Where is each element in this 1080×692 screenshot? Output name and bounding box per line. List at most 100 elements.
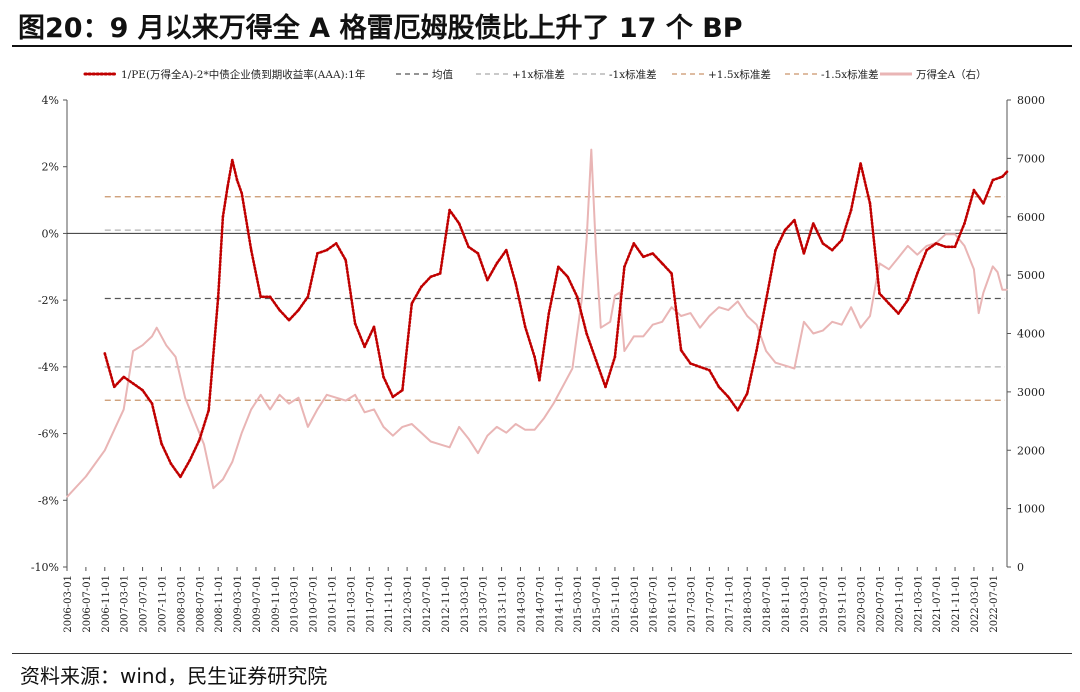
wind-all-a-point xyxy=(316,408,318,410)
x-tick-label: 2013-11-01 xyxy=(498,575,509,633)
stock-bond-ratio-point xyxy=(708,368,711,372)
x-tick-label: 2010-03-01 xyxy=(290,575,301,633)
wind-all-a-point xyxy=(774,362,777,364)
x-tick-label: 2011-11-01 xyxy=(384,575,395,633)
stock-bond-ratio-point xyxy=(235,178,239,182)
stock-bond-ratio-point xyxy=(802,252,806,255)
stock-bond-ratio-point xyxy=(240,192,244,195)
stock-bond-ratio-point xyxy=(372,325,376,329)
stock-bond-ratio-point xyxy=(382,375,385,379)
wind-all-a-point xyxy=(689,312,692,314)
x-tick-label: 2016-11-01 xyxy=(668,575,679,633)
x-tick-label: 2018-03-01 xyxy=(743,575,754,633)
wind-all-a-point xyxy=(595,251,597,253)
wind-all-a-point xyxy=(193,420,196,422)
stock-bond-ratio-point xyxy=(953,245,957,249)
wind-all-a-point xyxy=(307,426,309,428)
wind-all-a-point xyxy=(467,437,470,440)
stock-bond-ratio-point xyxy=(504,248,508,252)
x-tick-label: 2006-07-01 xyxy=(82,575,93,633)
right-tick-label: 7000 xyxy=(1017,152,1045,165)
wind-all-a-point xyxy=(132,350,134,352)
x-tick-label: 2007-07-01 xyxy=(139,575,150,633)
x-tick-label: 2014-03-01 xyxy=(516,575,527,633)
stock-bond-ratio-point xyxy=(188,458,192,462)
wind-all-a-point xyxy=(335,397,337,399)
chart-svg: 1/PE(万得全A)-2*中债企业债到期收益率(AAA):1年 均值 +1x标准差 -… xyxy=(31,68,1045,633)
x-tick-label: 2011-03-01 xyxy=(346,575,357,633)
wind-all-a-point xyxy=(609,321,611,323)
wind-all-a-point xyxy=(633,335,635,338)
wind-all-a-point xyxy=(822,329,824,332)
stock-bond-ratio-point xyxy=(547,312,551,315)
wind-all-a-point xyxy=(382,426,385,428)
wind-all-a-point xyxy=(1001,289,1003,291)
stock-bond-ratio-point xyxy=(698,365,702,369)
wind-all-a-point xyxy=(619,292,621,294)
wind-all-a-point xyxy=(571,367,574,370)
wind-all-a-point xyxy=(524,429,526,431)
wind-all-a-point xyxy=(250,408,252,410)
stock-bond-ratio-point xyxy=(632,242,636,245)
x-tick-label: 2018-11-01 xyxy=(781,575,792,633)
wind-all-a-point xyxy=(151,335,153,338)
left-tick-label: -4% xyxy=(38,361,59,374)
stock-bond-ratio-point xyxy=(934,242,938,245)
x-tick-label: 2020-07-01 xyxy=(875,575,886,633)
x-tick-label: 2021-07-01 xyxy=(932,575,943,633)
legend-label: -1x标准差 xyxy=(609,68,657,81)
stock-bond-ratio-point xyxy=(486,278,489,282)
stock-bond-ratio-point xyxy=(604,385,607,389)
stock-bond-ratio-point xyxy=(972,188,976,192)
legend-label: 均值 xyxy=(432,68,453,81)
stock-bond-ratio-point xyxy=(783,228,787,232)
wind-all-a-point xyxy=(737,300,739,302)
stock-bond-ratio-point xyxy=(514,282,518,285)
stock-bond-ratio-point xyxy=(915,272,919,275)
wind-all-a-point xyxy=(123,408,125,410)
stock-bond-ratio-point xyxy=(585,332,588,335)
stock-bond-ratio-point xyxy=(651,252,655,255)
wind-all-a-point xyxy=(222,478,224,481)
stock-bond-ratio-point xyxy=(141,388,144,392)
stock-bond-ratio-point xyxy=(925,248,928,252)
x-tick-label: 2013-03-01 xyxy=(460,575,471,633)
wind-all-a-point xyxy=(175,356,177,358)
x-tick-label: 2022-07-01 xyxy=(989,575,1000,633)
stock-bond-ratio-point xyxy=(840,238,843,242)
stock-bond-ratio-point xyxy=(495,262,499,265)
left-tick-label: 2% xyxy=(42,161,59,174)
stock-bond-ratio-point xyxy=(944,245,947,249)
wind-all-a-point xyxy=(803,321,805,323)
stock-bond-ratio-point xyxy=(353,322,357,325)
wind-all-a-point xyxy=(354,394,356,396)
wind-all-a-point xyxy=(963,245,966,247)
wind-all-a-point xyxy=(486,435,489,437)
stock-bond-ratio-point xyxy=(1005,170,1009,174)
stock-bond-ratio-point xyxy=(821,242,825,245)
stock-bond-ratio-point xyxy=(764,298,768,302)
source-note: 资料来源：wind，民生证券研究院 xyxy=(20,664,328,688)
stock-bond-ratio-point xyxy=(830,248,834,252)
legend-label: -1.5x标准差 xyxy=(821,68,879,81)
stock-bond-ratio-point xyxy=(859,162,862,165)
stock-bond-ratio-point xyxy=(221,215,225,219)
right-tick-label: 3000 xyxy=(1017,386,1045,399)
right-tick-label: 6000 xyxy=(1017,211,1045,224)
wind-all-a-point xyxy=(288,402,290,405)
stock-bond-ratio-point xyxy=(325,248,329,252)
stock-bond-ratio-point xyxy=(429,275,433,279)
chart-title: 图20：9 月以来万得全 A 格雷厄姆股债比上升了 17 个 BP xyxy=(18,13,743,44)
left-tick-label: 0% xyxy=(42,227,59,240)
stock-bond-ratio-point xyxy=(169,462,173,465)
stock-bond-ratio-point xyxy=(774,248,777,252)
stock-bond-ratio-point xyxy=(906,298,910,302)
stock-bond-ratio-point xyxy=(410,302,414,305)
wind-all-a-point xyxy=(392,435,394,437)
axes: -10% -8% -6% -4% -2% 0% 2% 4% 0 1000 2000 3000 4000 5… xyxy=(31,94,1045,574)
wind-all-a-point xyxy=(878,262,881,265)
x-tick-label: 2016-07-01 xyxy=(649,575,660,633)
wind-all-a-point xyxy=(477,452,479,454)
wind-all-a-point xyxy=(954,233,956,235)
stock-bond-ratio-point xyxy=(660,262,664,265)
